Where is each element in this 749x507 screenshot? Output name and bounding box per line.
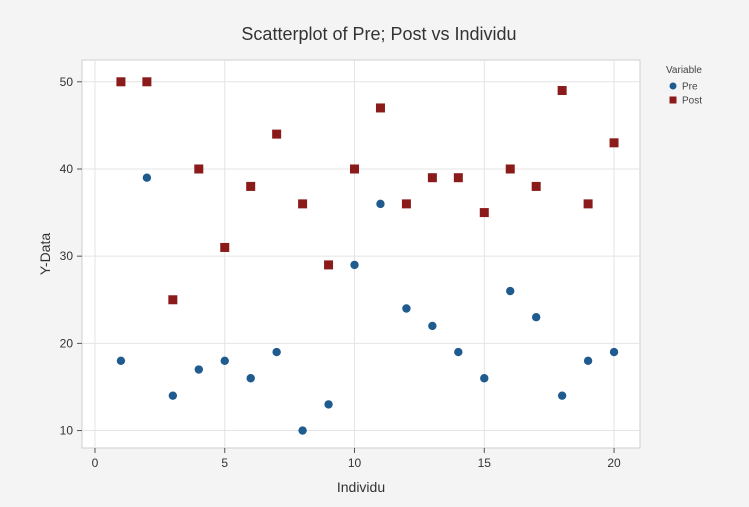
x-tick-label: 5 xyxy=(221,456,228,470)
data-point-post xyxy=(220,242,230,252)
data-point-pre xyxy=(583,356,593,366)
data-point-pre xyxy=(142,173,152,182)
data-point-pre xyxy=(298,426,307,435)
legend-label-pre: Pre xyxy=(682,82,698,93)
data-point-pre xyxy=(480,374,489,383)
data-point-post xyxy=(324,260,334,270)
data-point-post xyxy=(194,164,204,174)
data-point-post xyxy=(298,199,308,209)
data-point-pre xyxy=(428,321,437,331)
data-point-pre xyxy=(376,199,385,209)
data-point-pre xyxy=(531,313,541,322)
legend: Variable Pre Post xyxy=(666,65,702,107)
y-tick-label: 10 xyxy=(60,424,74,438)
data-point-post xyxy=(350,164,360,174)
data-point-post xyxy=(557,86,567,96)
x-tick-label: 0 xyxy=(92,456,99,470)
data-point-pre xyxy=(324,400,333,409)
data-point-post xyxy=(375,103,385,113)
chart-title: Scatterplot of Pre; Post vs Individu xyxy=(241,24,516,44)
y-tick-label: 40 xyxy=(60,162,74,176)
data-point-post xyxy=(116,77,126,87)
data-point-pre xyxy=(350,260,359,270)
legend-title: Variable xyxy=(666,65,702,76)
axes: 0 5 10 15 20 10 20 30 40 50 xyxy=(60,75,621,470)
data-point-post xyxy=(401,199,411,209)
data-point-pre xyxy=(116,356,126,366)
data-point-pre xyxy=(609,347,619,357)
data-point-post xyxy=(142,77,152,87)
plot-area xyxy=(81,59,641,449)
data-point-pre xyxy=(402,304,411,313)
y-axis-label: Y-Data xyxy=(37,233,53,276)
data-point-pre xyxy=(220,356,229,366)
gridlines xyxy=(82,60,640,448)
x-tick-label: 10 xyxy=(348,456,362,470)
legend-marker-post xyxy=(669,96,677,104)
data-point-pre xyxy=(557,391,567,400)
data-point-post xyxy=(168,295,178,305)
data-point-pre xyxy=(168,391,178,400)
data-point-post xyxy=(272,129,282,139)
x-tick-label: 20 xyxy=(607,456,621,470)
data-point-post xyxy=(583,199,593,209)
data-point-post xyxy=(453,173,463,183)
legend-label-post: Post xyxy=(682,96,702,107)
y-tick-label: 20 xyxy=(60,336,74,350)
data-point-post xyxy=(479,208,489,218)
data-point-pre xyxy=(454,347,463,357)
y-tick-label: 30 xyxy=(60,249,74,263)
data-point-post xyxy=(505,164,515,174)
data-point-post xyxy=(427,173,437,183)
data-point-post xyxy=(531,181,541,191)
x-axis-label: Individu xyxy=(337,479,385,495)
data-point-post xyxy=(609,138,619,148)
legend-marker-pre xyxy=(669,82,677,90)
data-point-pre xyxy=(194,365,203,374)
data-point-pre xyxy=(506,286,515,296)
data-point-pre xyxy=(246,374,255,383)
data-point-pre xyxy=(272,347,281,357)
y-tick-label: 50 xyxy=(60,75,74,89)
x-tick-label: 15 xyxy=(478,456,492,470)
data-series xyxy=(116,77,619,435)
data-point-post xyxy=(246,181,256,191)
